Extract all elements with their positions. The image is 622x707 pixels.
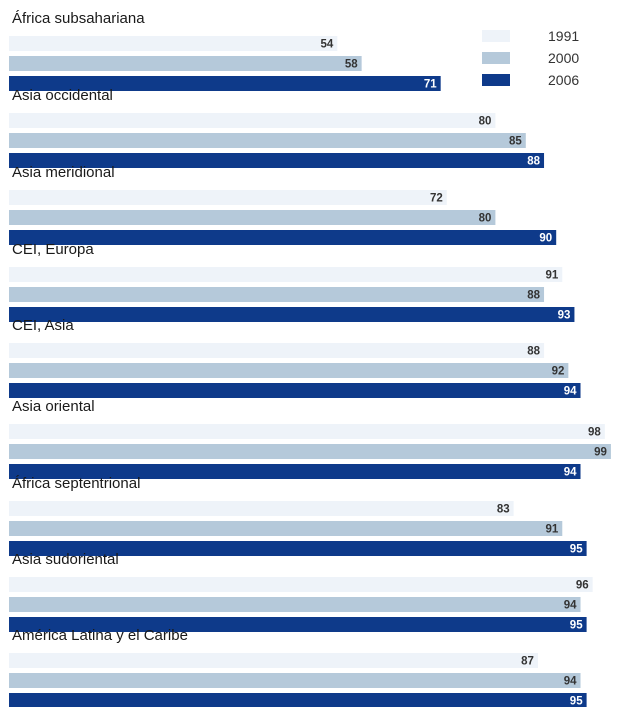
category-label: África subsahariana	[12, 10, 145, 27]
bar-1991	[9, 113, 496, 128]
value-label: 93	[558, 310, 571, 322]
bar-2006	[9, 383, 581, 398]
bar-1991	[9, 577, 593, 592]
value-label: 80	[479, 116, 492, 128]
value-label: 88	[527, 156, 540, 168]
value-label: 95	[570, 544, 583, 556]
bar-2000	[9, 56, 362, 71]
value-label: 96	[576, 580, 589, 592]
bar-2000	[9, 444, 611, 459]
value-label: 80	[479, 213, 492, 225]
bar-1991	[9, 36, 338, 51]
legend: 1991 2000 2006	[482, 28, 579, 88]
value-label: 94	[564, 467, 577, 479]
value-label: 98	[588, 427, 601, 439]
category-label: África septentrional	[12, 475, 140, 492]
bar-2006	[9, 541, 587, 556]
value-label: 94	[564, 676, 577, 688]
value-label: 88	[527, 290, 540, 302]
value-label: 72	[430, 193, 443, 205]
category-label: Asia occidental	[12, 87, 113, 104]
bar-group: África septentrional 83 91 95	[9, 475, 587, 556]
bar-1991	[9, 190, 447, 205]
category-label: CEI, Asia	[12, 317, 74, 334]
bar-2000	[9, 133, 526, 148]
bar-2006	[9, 464, 581, 479]
bar-group: América Latina y el Caribe 87 94 95	[9, 627, 587, 707]
value-label: 85	[509, 136, 522, 148]
legend-label: 2006	[548, 72, 579, 88]
bar-2000	[9, 597, 581, 612]
category-label: Asia sudoriental	[12, 551, 119, 568]
category-label: América Latina y el Caribe	[12, 627, 188, 644]
bar-group: Asia meridional 72 80 90	[9, 164, 557, 245]
bar-1991	[9, 424, 605, 439]
bar-2000	[9, 210, 496, 225]
category-label: CEI, Europa	[12, 241, 94, 258]
bar-1991	[9, 343, 545, 358]
bar-group: Asia occidental 80 85 88	[9, 87, 545, 168]
value-label: 87	[521, 656, 534, 668]
value-label: 54	[321, 39, 334, 51]
value-label: 90	[539, 233, 552, 245]
bar-1991	[9, 501, 514, 516]
bar-2006	[9, 307, 575, 322]
category-label: Asia oriental	[12, 398, 95, 415]
bar-1991	[9, 653, 538, 668]
legend-label: 2000	[548, 50, 579, 66]
legend-swatch	[482, 52, 510, 64]
value-label: 95	[570, 696, 583, 707]
bar-group: Asia sudoriental 96 94 95	[9, 551, 593, 632]
value-label: 99	[594, 447, 607, 459]
bar-2000	[9, 363, 569, 378]
bar-group: Asia oriental 98 99 94	[9, 398, 611, 479]
bar-2006	[9, 693, 587, 707]
value-label: 92	[552, 366, 565, 378]
bar-2000	[9, 521, 563, 536]
bar-2006	[9, 230, 557, 245]
legend-label: 1991	[548, 28, 579, 44]
bar-group: África subsahariana 54 58 71	[9, 10, 441, 91]
value-label: 91	[545, 524, 558, 536]
value-label: 88	[527, 346, 540, 358]
bar-group: CEI, Europa 91 88 93	[9, 241, 575, 322]
bar-2006	[9, 76, 441, 91]
value-label: 95	[570, 620, 583, 632]
value-label: 83	[497, 504, 510, 516]
bar-group: CEI, Asia 88 92 94	[9, 317, 581, 398]
value-label: 94	[564, 386, 577, 398]
category-label: Asia meridional	[12, 164, 115, 181]
legend-swatch	[482, 74, 510, 86]
bar-2006	[9, 153, 545, 168]
bar-1991	[9, 267, 563, 282]
bar-2000	[9, 673, 581, 688]
value-label: 94	[564, 600, 577, 612]
bar-2000	[9, 287, 545, 302]
value-label: 58	[345, 59, 358, 71]
value-label: 71	[424, 79, 437, 91]
legend-swatch	[482, 30, 510, 42]
value-label: 91	[545, 270, 558, 282]
bar-2006	[9, 617, 587, 632]
